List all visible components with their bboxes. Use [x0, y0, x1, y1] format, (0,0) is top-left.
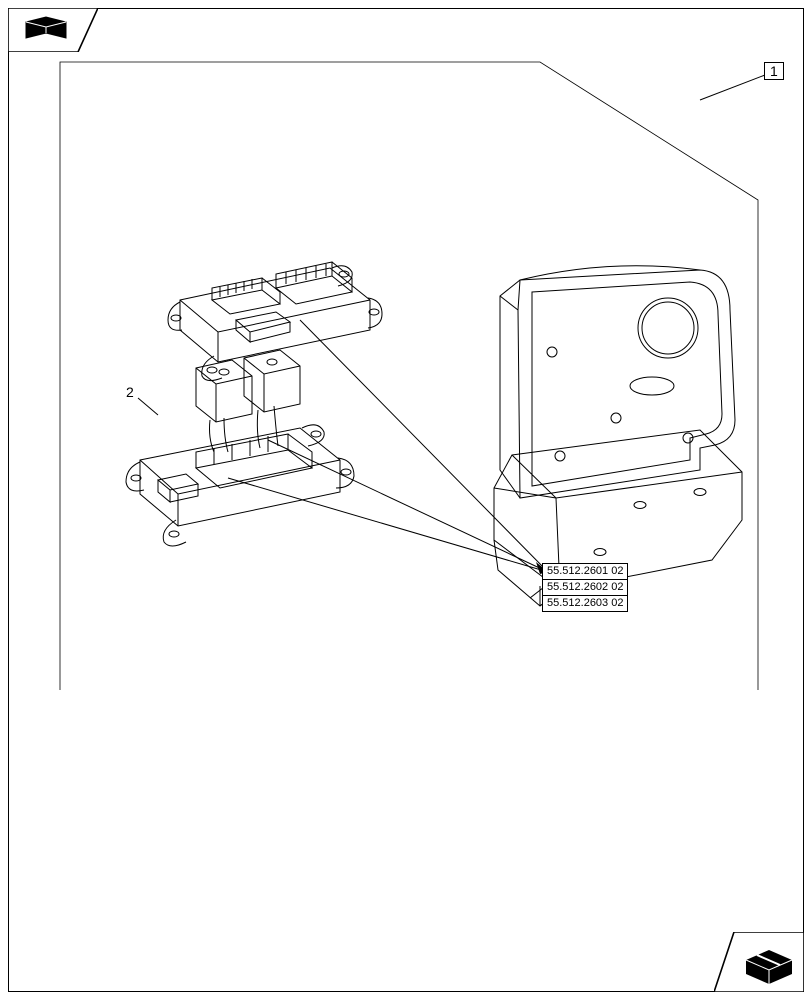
assembly-boundary [60, 62, 758, 690]
leader-callout-2 [138, 398, 158, 415]
callout-1: 1 [764, 62, 784, 80]
reference-3: 55.512.2603 02 [543, 595, 627, 611]
box-tab-bottom-right [714, 932, 804, 992]
reference-box: 55.512.2601 02 55.512.2602 02 55.512.260… [542, 563, 628, 612]
fuse-module-lower [126, 425, 354, 546]
book-tab-top-left [8, 8, 98, 52]
relays [196, 350, 300, 452]
leader-callout-1 [700, 75, 765, 100]
diagram-art [0, 0, 812, 1000]
reference-2: 55.512.2602 02 [543, 579, 627, 595]
fuse-module-upper [168, 262, 382, 381]
page: 1 2 55.512.2601 02 55.512.2602 02 55.512… [0, 0, 812, 1000]
callout-2: 2 [126, 384, 134, 400]
reference-1: 55.512.2601 02 [543, 564, 627, 579]
